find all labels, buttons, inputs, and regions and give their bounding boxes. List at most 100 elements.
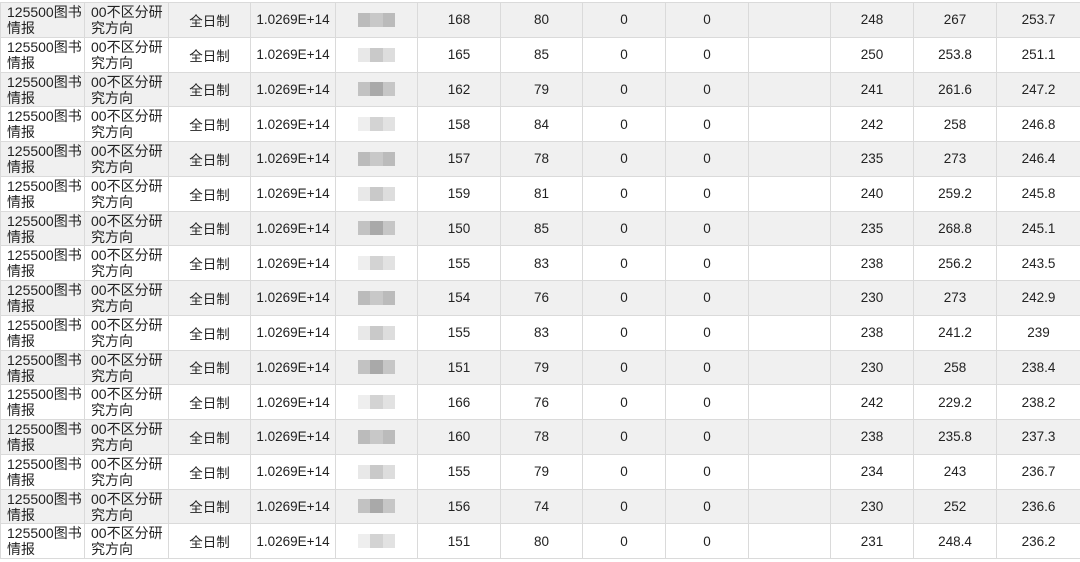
score-1-cell: 155 bbox=[417, 314, 501, 351]
blurred-name-cell bbox=[335, 2, 418, 38]
retest-score-cell: 252 bbox=[913, 488, 997, 525]
final-score-cell: 236.2 bbox=[996, 523, 1080, 559]
score-2-cell: 79 bbox=[500, 71, 583, 108]
score-2-cell: 79 bbox=[500, 453, 583, 490]
final-score-cell: 251.1 bbox=[996, 36, 1080, 73]
score-4-cell: 0 bbox=[665, 453, 749, 490]
table-row: 125500图书情报 00不区分研究方向 全日制 1.0269E+14 150 85 0 0 2… bbox=[0, 210, 1080, 247]
empty-cell bbox=[748, 314, 831, 351]
table-row: 125500图书情报 00不区分研究方向 全日制 1.0269E+14 158 84 0 0 2… bbox=[0, 106, 1080, 142]
direction-cell: 00不区分研究方向 bbox=[84, 384, 169, 420]
blurred-name-cell bbox=[335, 71, 418, 108]
score-3-cell: 0 bbox=[582, 36, 666, 73]
score-2-cell: 83 bbox=[500, 245, 583, 281]
total-score-cell: 238 bbox=[830, 314, 914, 351]
direction-cell: 00不区分研究方向 bbox=[84, 141, 169, 177]
mode-cell: 全日制 bbox=[168, 210, 251, 247]
score-1-cell: 151 bbox=[417, 349, 501, 386]
score-4-cell: 0 bbox=[665, 245, 749, 281]
id-cell: 1.0269E+14 bbox=[250, 523, 336, 559]
mode-cell: 全日制 bbox=[168, 280, 251, 316]
score-1-cell: 157 bbox=[417, 141, 501, 177]
id-cell: 1.0269E+14 bbox=[250, 106, 336, 142]
empty-cell bbox=[748, 419, 831, 455]
empty-cell bbox=[748, 175, 831, 212]
score-3-cell: 0 bbox=[582, 280, 666, 316]
pixelated-redaction bbox=[358, 256, 395, 271]
major-cell: 125500图书情报 bbox=[0, 71, 85, 108]
total-score-cell: 235 bbox=[830, 210, 914, 247]
score-3-cell: 0 bbox=[582, 2, 666, 38]
score-4-cell: 0 bbox=[665, 384, 749, 420]
total-score-cell: 238 bbox=[830, 245, 914, 281]
blurred-name-cell bbox=[335, 453, 418, 490]
final-score-cell: 245.8 bbox=[996, 175, 1080, 212]
score-1-cell: 150 bbox=[417, 210, 501, 247]
direction-cell: 00不区分研究方向 bbox=[84, 106, 169, 142]
retest-score-cell: 258 bbox=[913, 349, 997, 386]
score-4-cell: 0 bbox=[665, 106, 749, 142]
empty-cell bbox=[748, 245, 831, 281]
total-score-cell: 235 bbox=[830, 141, 914, 177]
final-score-cell: 238.4 bbox=[996, 349, 1080, 386]
mode-cell: 全日制 bbox=[168, 106, 251, 142]
id-cell: 1.0269E+14 bbox=[250, 384, 336, 420]
retest-score-cell: 268.8 bbox=[913, 210, 997, 247]
major-cell: 125500图书情报 bbox=[0, 314, 85, 351]
total-score-cell: 241 bbox=[830, 71, 914, 108]
total-score-cell: 234 bbox=[830, 453, 914, 490]
score-3-cell: 0 bbox=[582, 106, 666, 142]
final-score-cell: 243.5 bbox=[996, 245, 1080, 281]
table-row: 125500图书情报 00不区分研究方向 全日制 1.0269E+14 159 81 0 0 2… bbox=[0, 175, 1080, 212]
score-1-cell: 156 bbox=[417, 488, 501, 525]
score-2-cell: 78 bbox=[500, 419, 583, 455]
score-1-cell: 158 bbox=[417, 106, 501, 142]
pixelated-redaction bbox=[358, 464, 395, 479]
score-1-cell: 159 bbox=[417, 175, 501, 212]
score-1-cell: 155 bbox=[417, 453, 501, 490]
score-1-cell: 165 bbox=[417, 36, 501, 73]
mode-cell: 全日制 bbox=[168, 36, 251, 73]
score-1-cell: 162 bbox=[417, 71, 501, 108]
final-score-cell: 236.6 bbox=[996, 488, 1080, 525]
final-score-cell: 245.1 bbox=[996, 210, 1080, 247]
total-score-cell: 230 bbox=[830, 349, 914, 386]
blurred-name-cell bbox=[335, 349, 418, 386]
total-score-cell: 242 bbox=[830, 384, 914, 420]
final-score-cell: 236.7 bbox=[996, 453, 1080, 490]
mode-cell: 全日制 bbox=[168, 488, 251, 525]
major-cell: 125500图书情报 bbox=[0, 384, 85, 420]
table-row: 125500图书情报 00不区分研究方向 全日制 1.0269E+14 154 76 0 0 2… bbox=[0, 280, 1080, 316]
major-cell: 125500图书情报 bbox=[0, 453, 85, 490]
table-row: 125500图书情报 00不区分研究方向 全日制 1.0269E+14 155 79 0 0 2… bbox=[0, 453, 1080, 490]
retest-score-cell: 267 bbox=[913, 2, 997, 38]
id-cell: 1.0269E+14 bbox=[250, 419, 336, 455]
retest-score-cell: 259.2 bbox=[913, 175, 997, 212]
direction-cell: 00不区分研究方向 bbox=[84, 280, 169, 316]
blurred-name-cell bbox=[335, 488, 418, 525]
score-2-cell: 85 bbox=[500, 210, 583, 247]
direction-cell: 00不区分研究方向 bbox=[84, 2, 169, 38]
blurred-name-cell bbox=[335, 36, 418, 73]
score-2-cell: 85 bbox=[500, 36, 583, 73]
id-cell: 1.0269E+14 bbox=[250, 36, 336, 73]
total-score-cell: 250 bbox=[830, 36, 914, 73]
retest-score-cell: 273 bbox=[913, 280, 997, 316]
pixelated-redaction bbox=[358, 12, 395, 27]
blurred-name-cell bbox=[335, 419, 418, 455]
direction-cell: 00不区分研究方向 bbox=[84, 245, 169, 281]
pixelated-redaction bbox=[358, 117, 395, 132]
score-2-cell: 79 bbox=[500, 349, 583, 386]
empty-cell bbox=[748, 210, 831, 247]
score-3-cell: 0 bbox=[582, 175, 666, 212]
id-cell: 1.0269E+14 bbox=[250, 2, 336, 38]
score-4-cell: 0 bbox=[665, 2, 749, 38]
total-score-cell: 248 bbox=[830, 2, 914, 38]
direction-cell: 00不区分研究方向 bbox=[84, 488, 169, 525]
pixelated-redaction bbox=[358, 186, 395, 201]
total-score-cell: 230 bbox=[830, 488, 914, 525]
retest-score-cell: 253.8 bbox=[913, 36, 997, 73]
id-cell: 1.0269E+14 bbox=[250, 141, 336, 177]
pixelated-redaction bbox=[358, 47, 395, 62]
